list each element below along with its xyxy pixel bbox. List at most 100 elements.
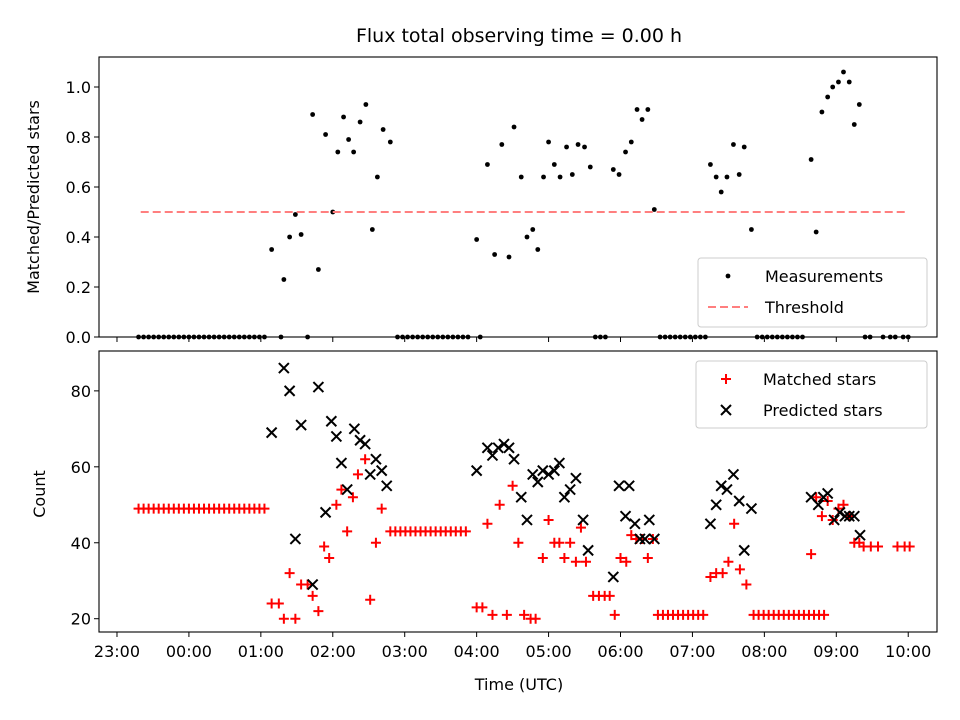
predicted-star-point <box>843 510 855 522</box>
matched-star-point <box>609 609 620 620</box>
predicted-star-point <box>570 472 582 484</box>
predicted-star-point <box>537 464 549 477</box>
measurement-point <box>323 132 328 137</box>
matched-star-point <box>370 537 381 548</box>
legend-box <box>697 257 928 328</box>
measurement-point <box>492 252 498 257</box>
measurement-point <box>856 102 862 107</box>
matched-star-point <box>904 541 915 552</box>
x-tick-label: 10:00 <box>885 642 931 661</box>
predicted-star-point <box>359 438 371 450</box>
predicted-star-point <box>577 514 589 526</box>
matched-star-point <box>816 511 827 522</box>
measurement-point <box>830 84 836 90</box>
measurement-point <box>808 157 814 162</box>
measurement-point <box>724 174 730 180</box>
matched-star-point <box>723 556 734 567</box>
bottom-panel-count-plot: Count Time (UTC) 20 40 60 80 23:00 00:00 01:00… <box>30 350 938 694</box>
legend-marker-swatch <box>721 374 731 384</box>
measurement-point <box>315 267 321 272</box>
predicted-star-point <box>715 480 727 492</box>
matched-star-point <box>336 484 347 495</box>
matched-star-point <box>626 530 637 541</box>
measurement-point <box>628 139 634 145</box>
predicted-star-point <box>564 483 576 496</box>
measurement-point <box>851 122 857 127</box>
predicted-star-point <box>839 510 851 522</box>
measurement-point <box>610 167 616 172</box>
x-tick-label: 01:00 <box>238 642 284 661</box>
predicted-star-point <box>532 476 544 488</box>
predicted-star-point <box>486 449 499 462</box>
y-tick-label: 0.6 <box>66 178 91 197</box>
measurement-point <box>846 79 852 85</box>
measurement-point <box>634 107 640 112</box>
matched-star-point <box>647 533 658 544</box>
measurement-point <box>374 174 380 180</box>
predicted-star-point <box>492 442 504 454</box>
predicted-star-point <box>738 544 750 557</box>
matched-star-point <box>698 609 709 620</box>
matched-star-point <box>477 602 488 613</box>
predicted-star-point <box>265 426 278 439</box>
measurement-point <box>819 109 825 115</box>
matched-star-point <box>559 552 570 563</box>
predicted-star-point <box>527 468 539 481</box>
predicted-star-point <box>848 510 860 522</box>
matched-star-point <box>543 514 554 525</box>
predicted-star-point <box>634 533 646 545</box>
predicted-star-point <box>623 480 635 492</box>
measurement-point <box>551 162 557 167</box>
predicted-star-point <box>812 499 825 511</box>
measurement-point <box>582 144 587 150</box>
measurement-point <box>530 227 536 232</box>
measurement-point <box>357 119 363 125</box>
predicted-star-point <box>364 468 376 481</box>
y-tick-label: 60 <box>71 458 91 477</box>
x-tick-label: 07:00 <box>669 642 715 661</box>
predicted-star-point <box>733 495 745 507</box>
matched-star-point <box>565 537 576 548</box>
x-tick-label: 08:00 <box>741 642 787 661</box>
matched-star-point <box>580 556 591 567</box>
matched-star-point <box>554 537 565 548</box>
measurement-point <box>741 144 747 150</box>
measurement-point <box>645 107 651 112</box>
predicted-star-point <box>648 533 661 545</box>
x-tick-label: 09:00 <box>813 642 859 661</box>
x-tick-label: 02:00 <box>310 642 356 661</box>
x-tick-label: 23:00 <box>94 642 140 661</box>
predicted-star-point <box>306 578 319 591</box>
measurement-point <box>499 142 505 147</box>
top-y-axis-label: Matched/Predicted stars <box>24 100 43 294</box>
measurement-point <box>485 162 490 167</box>
matched-star-point <box>806 549 817 560</box>
measurement-point <box>546 139 551 145</box>
matched-star-point <box>621 556 632 567</box>
predicted-star-point <box>481 442 494 454</box>
measurement-point <box>474 237 480 242</box>
matched-star-point <box>460 526 471 537</box>
predicted-star-point <box>721 483 733 496</box>
matched-star-point <box>811 492 822 503</box>
measurement-point <box>535 247 541 252</box>
top-plot-frame <box>98 56 938 338</box>
predicted-star-point <box>710 499 722 511</box>
y-tick-label: 20 <box>71 610 91 629</box>
matched-star-point <box>482 518 493 529</box>
measurement-point <box>310 112 316 117</box>
matched-star-point <box>331 499 342 510</box>
predicted-star-point <box>745 502 758 515</box>
bottom-plot-marks <box>133 362 915 624</box>
measurement-point <box>541 174 546 180</box>
matched-star-point <box>376 503 387 514</box>
matched-star-point <box>537 552 548 563</box>
legend-entry-label: Matched stars <box>763 370 876 389</box>
measurement-point <box>335 149 341 155</box>
matched-star-point <box>360 454 371 465</box>
measurement-point <box>813 229 819 235</box>
matched-star-point <box>313 606 324 617</box>
measurement-point <box>564 144 569 150</box>
matched-star-point <box>324 552 335 563</box>
legend-marker-swatch <box>725 273 731 279</box>
